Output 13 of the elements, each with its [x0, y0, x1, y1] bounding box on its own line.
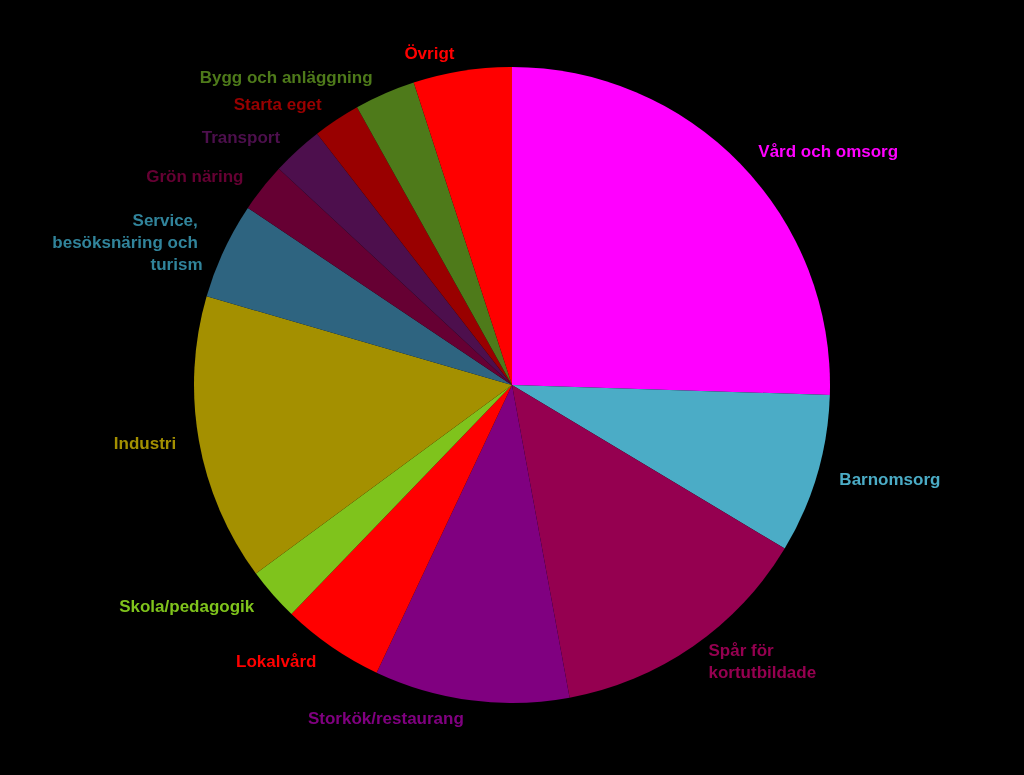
slice-label: Bygg och anläggning	[199, 67, 373, 87]
slice-label: Övrigt	[404, 43, 455, 63]
slice-label: Grön näring	[146, 167, 244, 187]
slice-label: Storkök/restaurang	[307, 708, 464, 728]
slice-label: Lokalvård	[236, 652, 317, 672]
slice-label: Transport	[201, 127, 281, 147]
slice-label: Barnomsorg	[839, 470, 941, 490]
slice-label: Service, besöksnäring och turism	[52, 211, 203, 275]
slice-label: Skola/pedagogik	[119, 596, 255, 616]
slice-label: Vård och omsorg	[758, 141, 899, 161]
slice-label: Industri	[113, 434, 177, 454]
slice-label: Spår för kortutbildade	[708, 640, 817, 682]
slice-label: Starta eget	[233, 95, 322, 115]
